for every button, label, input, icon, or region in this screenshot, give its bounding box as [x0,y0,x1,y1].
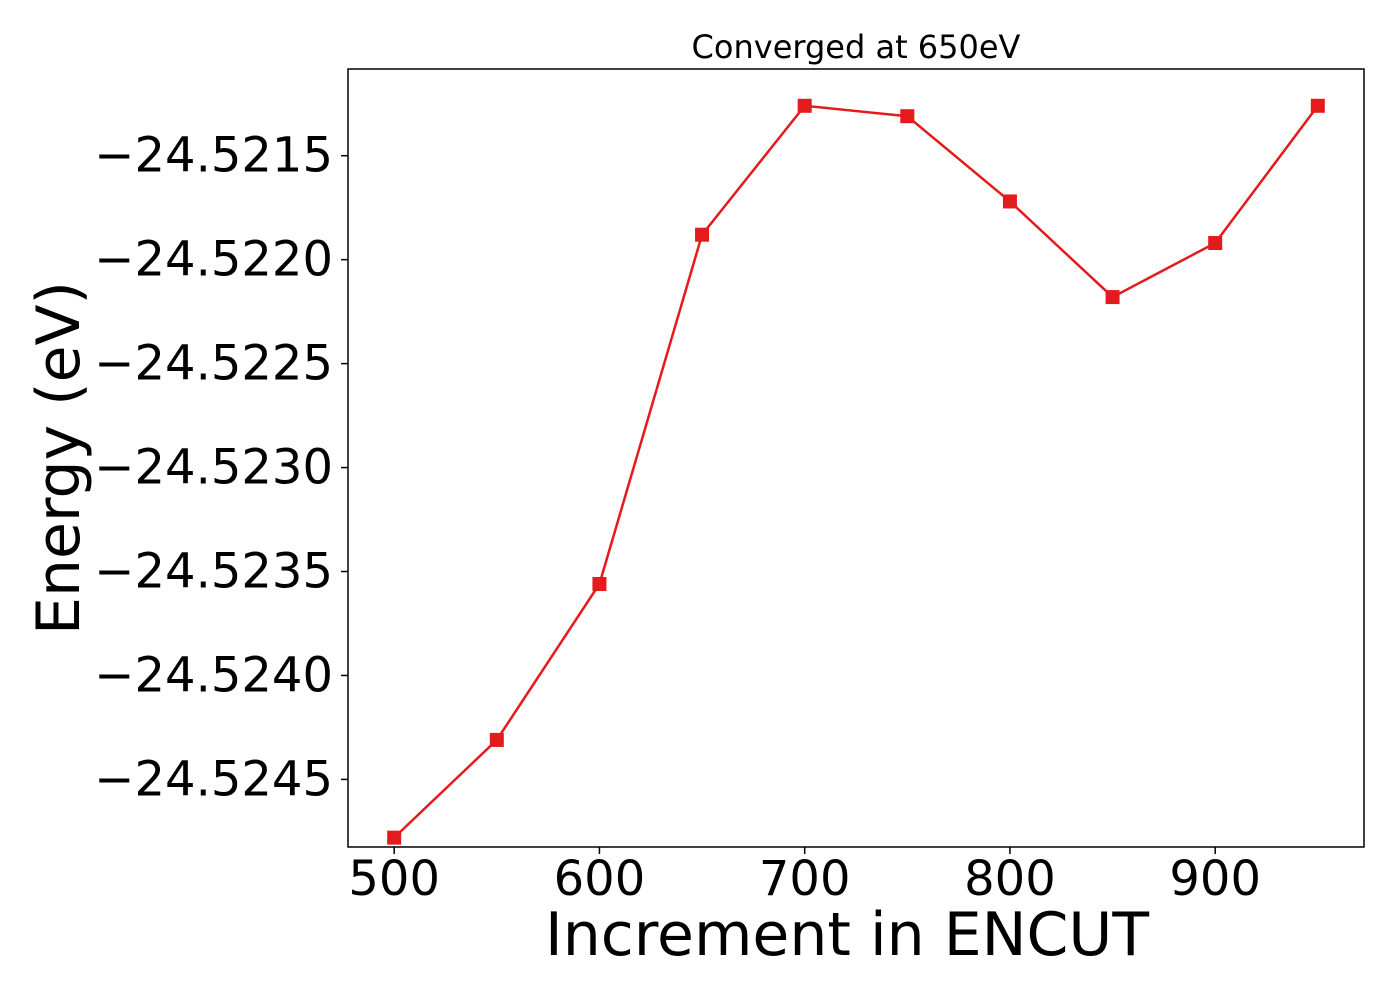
y-tick-label: −24.5225 [94,336,333,392]
x-axis-label: Increment in ENCUT [545,900,1149,970]
x-tick-label: 700 [759,851,851,907]
y-tick-label: −24.5240 [94,647,333,703]
y-tick-label: −24.5230 [94,440,333,496]
data-point-marker [1002,194,1017,209]
series-line [393,104,1319,839]
data-point-marker [695,227,710,242]
x-tick-label: 900 [1169,851,1261,907]
x-tick-label: 600 [554,851,646,907]
data-point-marker [797,98,812,113]
data-point-marker [1105,290,1120,305]
x-tick-label: 800 [964,851,1056,907]
data-point-marker [592,576,607,591]
x-tick-label: 500 [348,851,440,907]
y-tick-label: −24.5235 [94,544,333,600]
plot-area [347,68,1365,848]
data-point-marker [900,109,915,124]
data-point-marker [1310,98,1325,113]
y-tick-label: −24.5215 [94,128,333,184]
chart-title: Converged at 650eV [692,28,1021,66]
y-tick-label: −24.5220 [94,232,333,288]
data-point-marker [1208,236,1223,251]
y-axis-label: Energy (eV) [24,281,94,635]
y-tick-label: −24.5245 [94,751,333,807]
data-point-marker [489,732,504,747]
data-point-marker [387,830,402,845]
